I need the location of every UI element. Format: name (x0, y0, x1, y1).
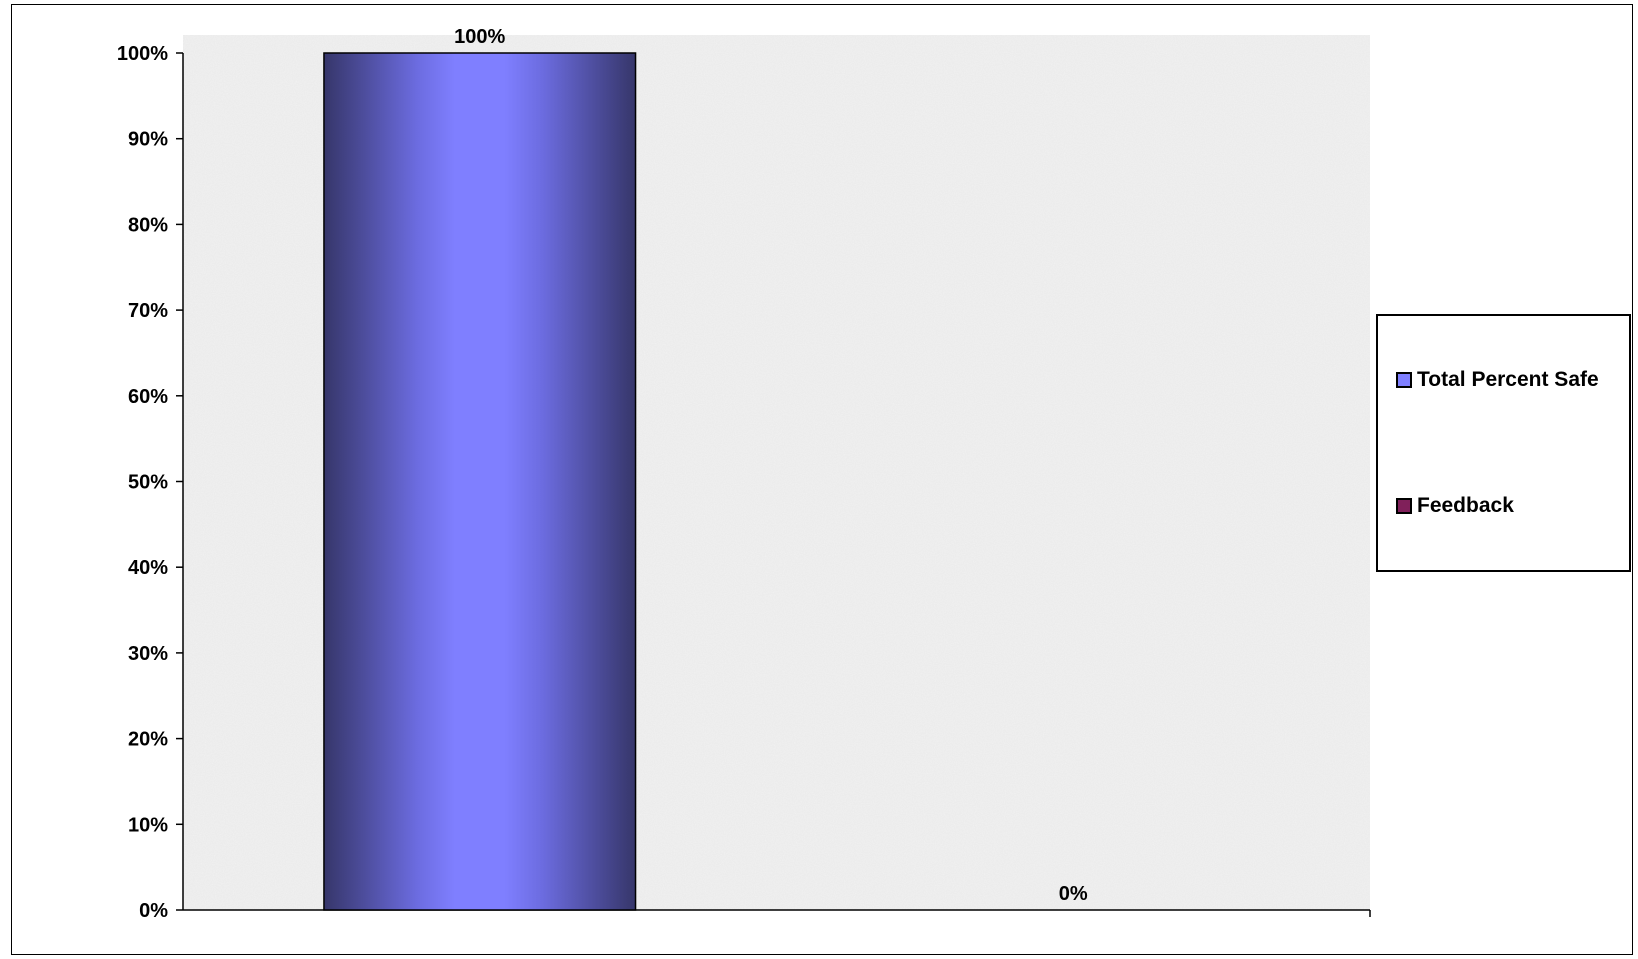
y-tick-label: 70% (128, 300, 168, 322)
y-tick-label: 20% (128, 729, 168, 751)
data-label-feedback: 0% (1059, 883, 1088, 905)
legend-item-total-percent-safe: Total Percent Safe (1396, 368, 1599, 392)
legend-swatch-total-percent-safe (1396, 372, 1412, 388)
legend-label-feedback: Feedback (1417, 494, 1514, 517)
legend-item-feedback: Feedback (1396, 494, 1514, 518)
bar-total-percent-safe (323, 52, 637, 911)
legend-swatch-feedback (1396, 498, 1412, 514)
legend-label-total-percent-safe: Total Percent Safe (1417, 368, 1599, 391)
data-label-total-percent-safe: 100% (454, 26, 505, 48)
y-tick-label: 0% (139, 900, 168, 922)
legend: Total Percent Safe Feedback (1376, 314, 1631, 572)
y-tick-label: 50% (128, 472, 168, 494)
y-tick-label: 80% (128, 214, 168, 236)
data-labels: 100% 0% (454, 26, 1088, 905)
y-ticks: 0% 10% 20% 30% 40% 50% 60% 70% 80% 90% 100% (117, 43, 1371, 922)
y-tick-label: 10% (128, 814, 168, 836)
y-tick-label: 30% (128, 643, 168, 665)
y-tick-label: 90% (128, 129, 168, 151)
y-tick-label: 40% (128, 557, 168, 579)
bars (323, 52, 637, 911)
y-tick-label: 100% (117, 43, 168, 65)
y-tick-label: 60% (128, 386, 168, 408)
